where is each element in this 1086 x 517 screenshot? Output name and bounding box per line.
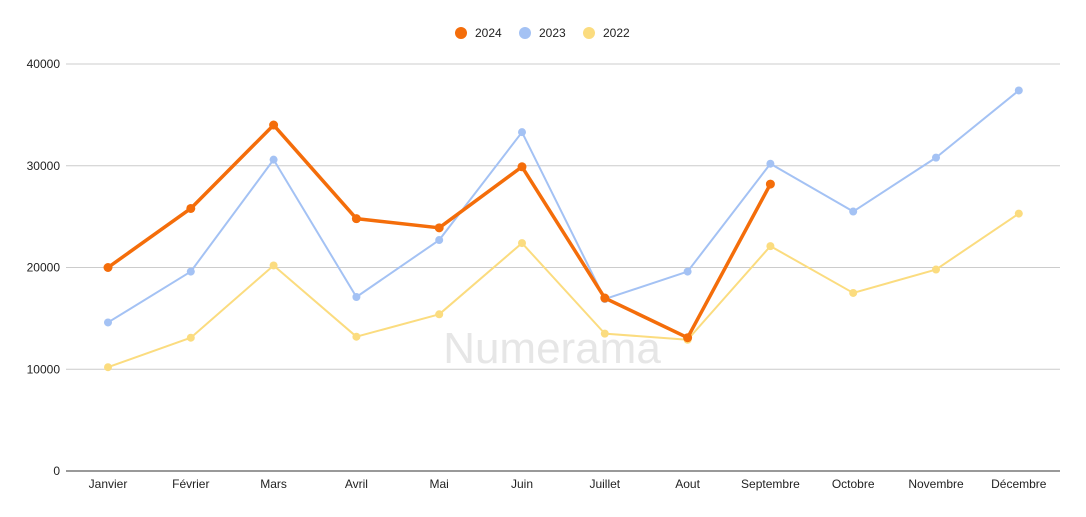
x-tick-label: Aout bbox=[675, 477, 700, 491]
series-2024 bbox=[103, 120, 775, 343]
data-point-2022 bbox=[600, 329, 609, 338]
legend: 2024 2023 2022 bbox=[455, 26, 630, 40]
watermark: Numerama bbox=[443, 324, 661, 373]
gridlines bbox=[66, 63, 1060, 472]
x-tick-label: Juin bbox=[511, 477, 533, 491]
y-tick-label: 30000 bbox=[27, 159, 61, 173]
x-tick-label: Février bbox=[172, 477, 209, 491]
y-tick-label: 40000 bbox=[27, 57, 61, 71]
y-tick-label: 0 bbox=[53, 464, 60, 478]
data-point-2022 bbox=[435, 310, 444, 319]
data-point-2023 bbox=[849, 207, 858, 216]
x-tick-label: Octobre bbox=[832, 477, 875, 491]
y-tick-label: 20000 bbox=[27, 261, 61, 275]
data-point-2023 bbox=[1014, 86, 1023, 95]
series-line-2022 bbox=[107, 212, 1020, 369]
x-tick-label: Janvier bbox=[89, 477, 128, 491]
data-point-2022 bbox=[352, 332, 361, 341]
data-point-2022 bbox=[104, 363, 112, 372]
data-point-2023 bbox=[683, 267, 692, 276]
data-point-2024 bbox=[434, 223, 444, 233]
data-point-2023 bbox=[352, 293, 361, 302]
legend-marker-2023 bbox=[519, 27, 531, 39]
x-tick-label: Septembre bbox=[741, 477, 800, 491]
x-axis-ticks: Janvier Février Mars Avril Mai Juin Juillet Aou… bbox=[89, 477, 1047, 491]
data-point-2024 bbox=[351, 214, 361, 224]
data-point-2024 bbox=[269, 120, 279, 130]
data-point-2023 bbox=[104, 318, 112, 327]
legend-marker-2024 bbox=[455, 27, 467, 39]
data-point-2023 bbox=[435, 236, 444, 245]
x-tick-label: Mars bbox=[260, 477, 287, 491]
series-2022 bbox=[104, 209, 1023, 372]
data-point-2022 bbox=[186, 333, 195, 342]
legend-marker-2022 bbox=[583, 27, 595, 39]
data-point-2022 bbox=[932, 265, 940, 274]
data-point-2022 bbox=[766, 242, 775, 251]
data-point-2022 bbox=[849, 288, 858, 297]
data-point-2022 bbox=[269, 261, 278, 270]
data-point-2023 bbox=[269, 155, 278, 164]
x-tick-label: Mai bbox=[430, 477, 449, 491]
data-point-2024 bbox=[517, 162, 527, 172]
data-point-2024 bbox=[683, 333, 693, 343]
data-point-2024 bbox=[765, 179, 775, 189]
legend-label: 2023 bbox=[539, 26, 566, 40]
data-point-2024 bbox=[103, 263, 113, 272]
data-point-2022 bbox=[1014, 209, 1023, 218]
x-tick-label: Avril bbox=[345, 477, 368, 491]
data-point-2023 bbox=[186, 267, 195, 276]
legend-label: 2022 bbox=[603, 26, 630, 40]
x-tick-label: Décembre bbox=[991, 477, 1047, 491]
y-tick-label: 10000 bbox=[27, 362, 61, 376]
series-2023 bbox=[104, 86, 1023, 327]
x-tick-label: Juillet bbox=[589, 477, 620, 491]
x-tick-label: Novembre bbox=[908, 477, 964, 491]
data-point-2023 bbox=[932, 153, 940, 162]
y-axis-ticks: 0 10000 20000 30000 40000 bbox=[27, 57, 61, 478]
series-line-2023 bbox=[107, 89, 1020, 324]
data-point-2023 bbox=[766, 159, 775, 168]
data-point-2022 bbox=[518, 239, 526, 248]
data-point-2024 bbox=[186, 203, 196, 213]
legend-label: 2024 bbox=[475, 26, 502, 40]
data-point-2023 bbox=[518, 128, 526, 137]
data-point-2024 bbox=[600, 293, 610, 303]
